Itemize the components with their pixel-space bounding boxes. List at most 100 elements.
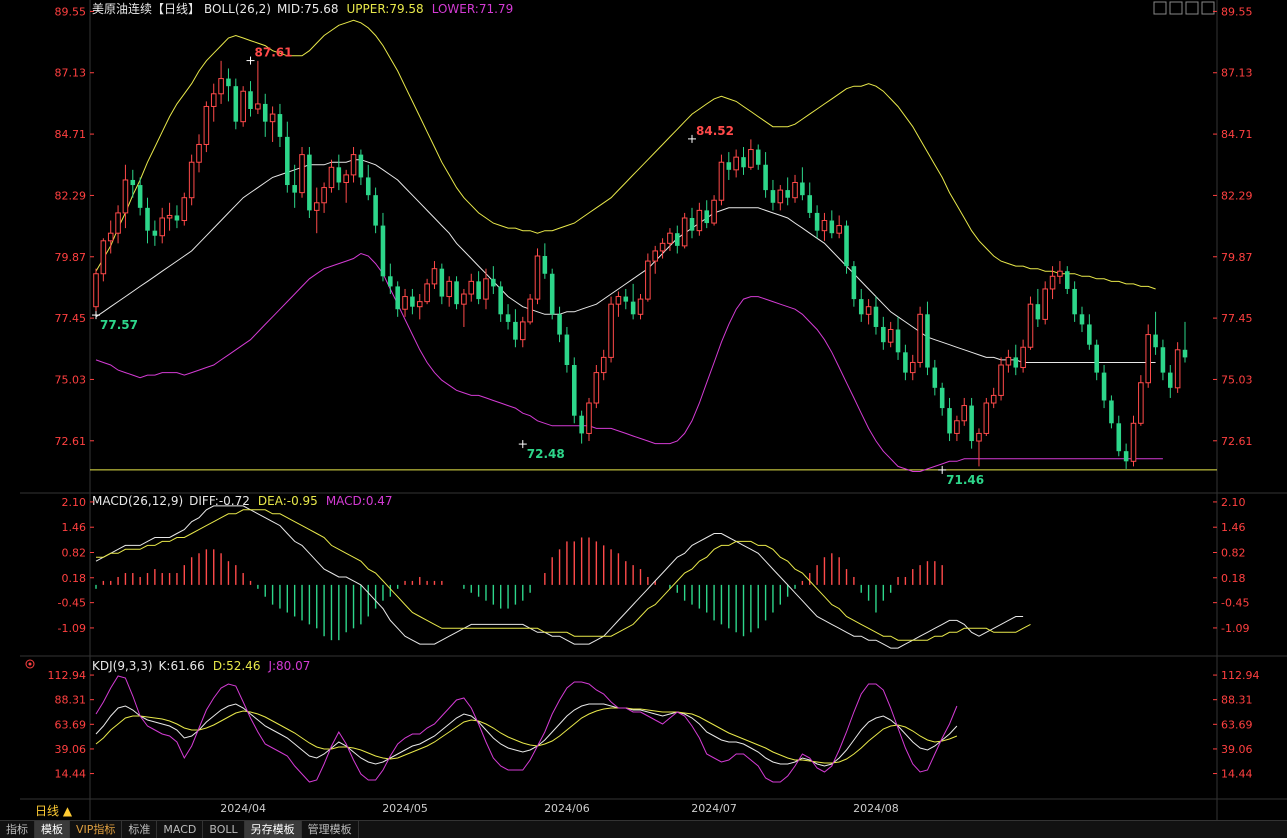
candle [336, 154, 342, 191]
bottom-tab-6[interactable]: 另存模板 [244, 821, 302, 838]
candle [534, 248, 541, 305]
candle [696, 202, 703, 236]
bottom-tab-0[interactable]: 指标 [0, 821, 35, 838]
candle [542, 243, 548, 279]
candle [358, 149, 364, 186]
candle [858, 288, 864, 322]
candle [181, 192, 188, 226]
candle [1005, 349, 1012, 373]
candle [483, 268, 489, 310]
bottom-tab-7[interactable]: 管理模板 [302, 821, 359, 838]
macd-dea: DEA:-0.95 [258, 494, 318, 508]
macd-y-tick-left: 1.46 [62, 521, 87, 534]
candle [1130, 415, 1137, 467]
boll-mid: MID:75.68 [277, 2, 339, 16]
price-y-tick-right: 72.61 [1221, 435, 1253, 448]
price-y-tick-right: 79.87 [1221, 251, 1253, 264]
candle [424, 278, 430, 305]
candle [763, 152, 768, 198]
candle [969, 397, 974, 449]
candle [1027, 296, 1034, 350]
candle [476, 271, 481, 305]
candle [564, 326, 570, 373]
macd-header: MACD(26,12,9) DIFF:-0.72 DEA:-0.95 MACD:0.4… [92, 494, 393, 508]
macd-value: MACD:0.47 [326, 494, 393, 508]
candle [954, 415, 960, 442]
kdj-y-tick-left: 88.31 [55, 694, 87, 707]
zoom-in-icon[interactable] [1153, 1, 1167, 15]
candle [947, 397, 952, 442]
candle [600, 349, 607, 381]
x-tick-label: 2024/08 [853, 802, 899, 815]
candle [1138, 375, 1144, 426]
instrument-title: 美原油连续 [92, 1, 152, 16]
candle [1101, 364, 1107, 409]
candle [373, 187, 378, 234]
candle [917, 306, 923, 368]
candle [630, 283, 636, 320]
price-y-tick-right: 75.03 [1221, 373, 1253, 386]
kdj-y-tick-left: 39.06 [55, 743, 87, 756]
candle [365, 164, 371, 201]
bottom-tab-3[interactable]: 标准 [122, 821, 158, 838]
boll-upper: UPPER:79.58 [346, 2, 423, 16]
kdj-d: D:52.46 [213, 659, 261, 673]
candle [932, 359, 938, 396]
candle [255, 60, 261, 115]
zoom-out-icon[interactable] [1169, 1, 1183, 15]
candle [100, 238, 107, 282]
boll-upper-line [95, 19, 1156, 290]
candle [711, 195, 717, 226]
period-switch[interactable]: 日线 ▲ [35, 804, 73, 818]
candle [1079, 306, 1085, 333]
move-left-icon[interactable] [1185, 1, 1199, 15]
candle [1035, 288, 1041, 327]
bottom-tab-5[interactable]: BOLL [203, 821, 245, 838]
price-y-tick-right: 89.55 [1221, 5, 1253, 18]
candle [579, 410, 584, 444]
x-tick-label: 2024/05 [382, 802, 428, 815]
candle [689, 207, 695, 239]
candle [844, 220, 849, 274]
candle [887, 321, 894, 348]
candle [608, 296, 614, 363]
price-y-tick-right: 82.29 [1221, 189, 1253, 202]
kdj-y-tick-left: 14.44 [55, 768, 87, 781]
candle [557, 306, 562, 343]
candle [1072, 281, 1077, 322]
candle [491, 266, 496, 295]
move-right-icon[interactable] [1201, 1, 1215, 15]
candle [1153, 311, 1158, 355]
candlestick-pane: 89.55 89.55 87.13 87.13 84.71 84.71 82.29 82.29… [55, 5, 1253, 815]
kdj-y-tick-left: 63.69 [55, 718, 87, 731]
price-y-tick-left: 72.61 [55, 435, 87, 448]
candle [659, 238, 666, 259]
candle [1160, 339, 1166, 381]
macd-y-tick-left: 0.18 [62, 572, 87, 585]
candle [196, 134, 202, 173]
candle [667, 228, 673, 251]
macd-y-tick-right: -0.45 [1221, 597, 1249, 610]
candle [939, 382, 945, 416]
candle [1182, 321, 1188, 363]
price-y-tick-right: 87.13 [1221, 67, 1253, 80]
candle [1087, 314, 1092, 350]
candle [1145, 324, 1151, 388]
price-y-tick-left: 77.45 [55, 312, 87, 325]
boll-lower-line [95, 252, 1163, 472]
candle [527, 294, 533, 325]
kdj-header: KDJ(9,3,3) K:61.66 D:52.46 J:80.07 [92, 659, 310, 673]
bottom-tab-1[interactable]: 模板 [35, 821, 70, 838]
candle [1042, 281, 1048, 325]
candle [402, 288, 408, 317]
kdj-y-tick-right: 112.94 [1221, 669, 1260, 682]
candle [983, 397, 990, 436]
bottom-tab-4[interactable]: MACD [157, 821, 204, 838]
candle [166, 202, 173, 231]
candle [909, 354, 916, 381]
kdj-settings-icon[interactable] [25, 659, 35, 669]
main-header: 美原油连续【日线】 BOLL(26,2) MID:75.68 UPPER:79.58 L… [92, 1, 513, 16]
candle [410, 288, 415, 315]
candle [881, 316, 886, 350]
bottom-tab-2[interactable]: VIP指标 [70, 821, 123, 838]
